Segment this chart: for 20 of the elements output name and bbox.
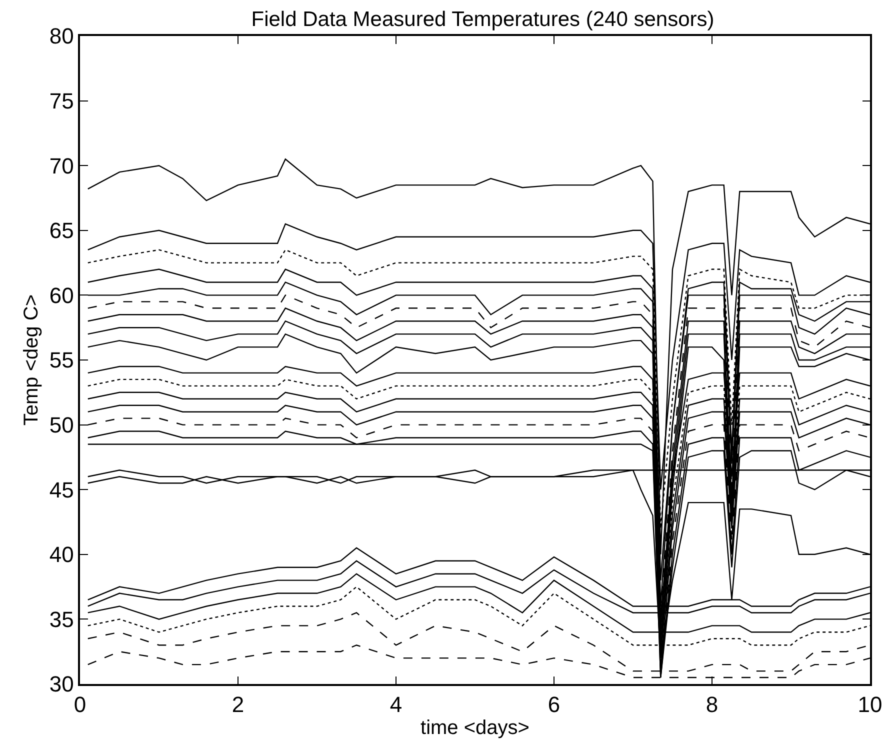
y-tick-label: 60 (49, 282, 74, 308)
x-tick-label: 8 (706, 692, 718, 718)
y-tick-label: 40 (49, 542, 74, 568)
x-tick-label: 4 (390, 692, 402, 718)
x-tick-label: 10 (858, 692, 882, 718)
y-tick-label: 45 (49, 477, 74, 502)
y-tick-label: 35 (49, 606, 74, 632)
y-tick-label: 80 (49, 24, 74, 49)
y-tick-label: 70 (49, 153, 74, 178)
y-axis-title: Temp <deg C> (20, 294, 42, 426)
y-tick-label: 30 (49, 672, 74, 697)
x-tick-label: 0 (74, 692, 86, 718)
y-tick-label: 75 (49, 88, 74, 114)
y-tick-label: 50 (49, 412, 74, 438)
chart-title: Field Data Measured Temperatures (240 sensors) (251, 8, 714, 31)
y-tick-label: 55 (49, 348, 74, 373)
x-axis-title: time <days> (420, 717, 530, 740)
y-tick-label: 65 (49, 218, 74, 244)
x-tick-label: 2 (232, 692, 244, 718)
x-tick-label: 6 (548, 692, 560, 718)
